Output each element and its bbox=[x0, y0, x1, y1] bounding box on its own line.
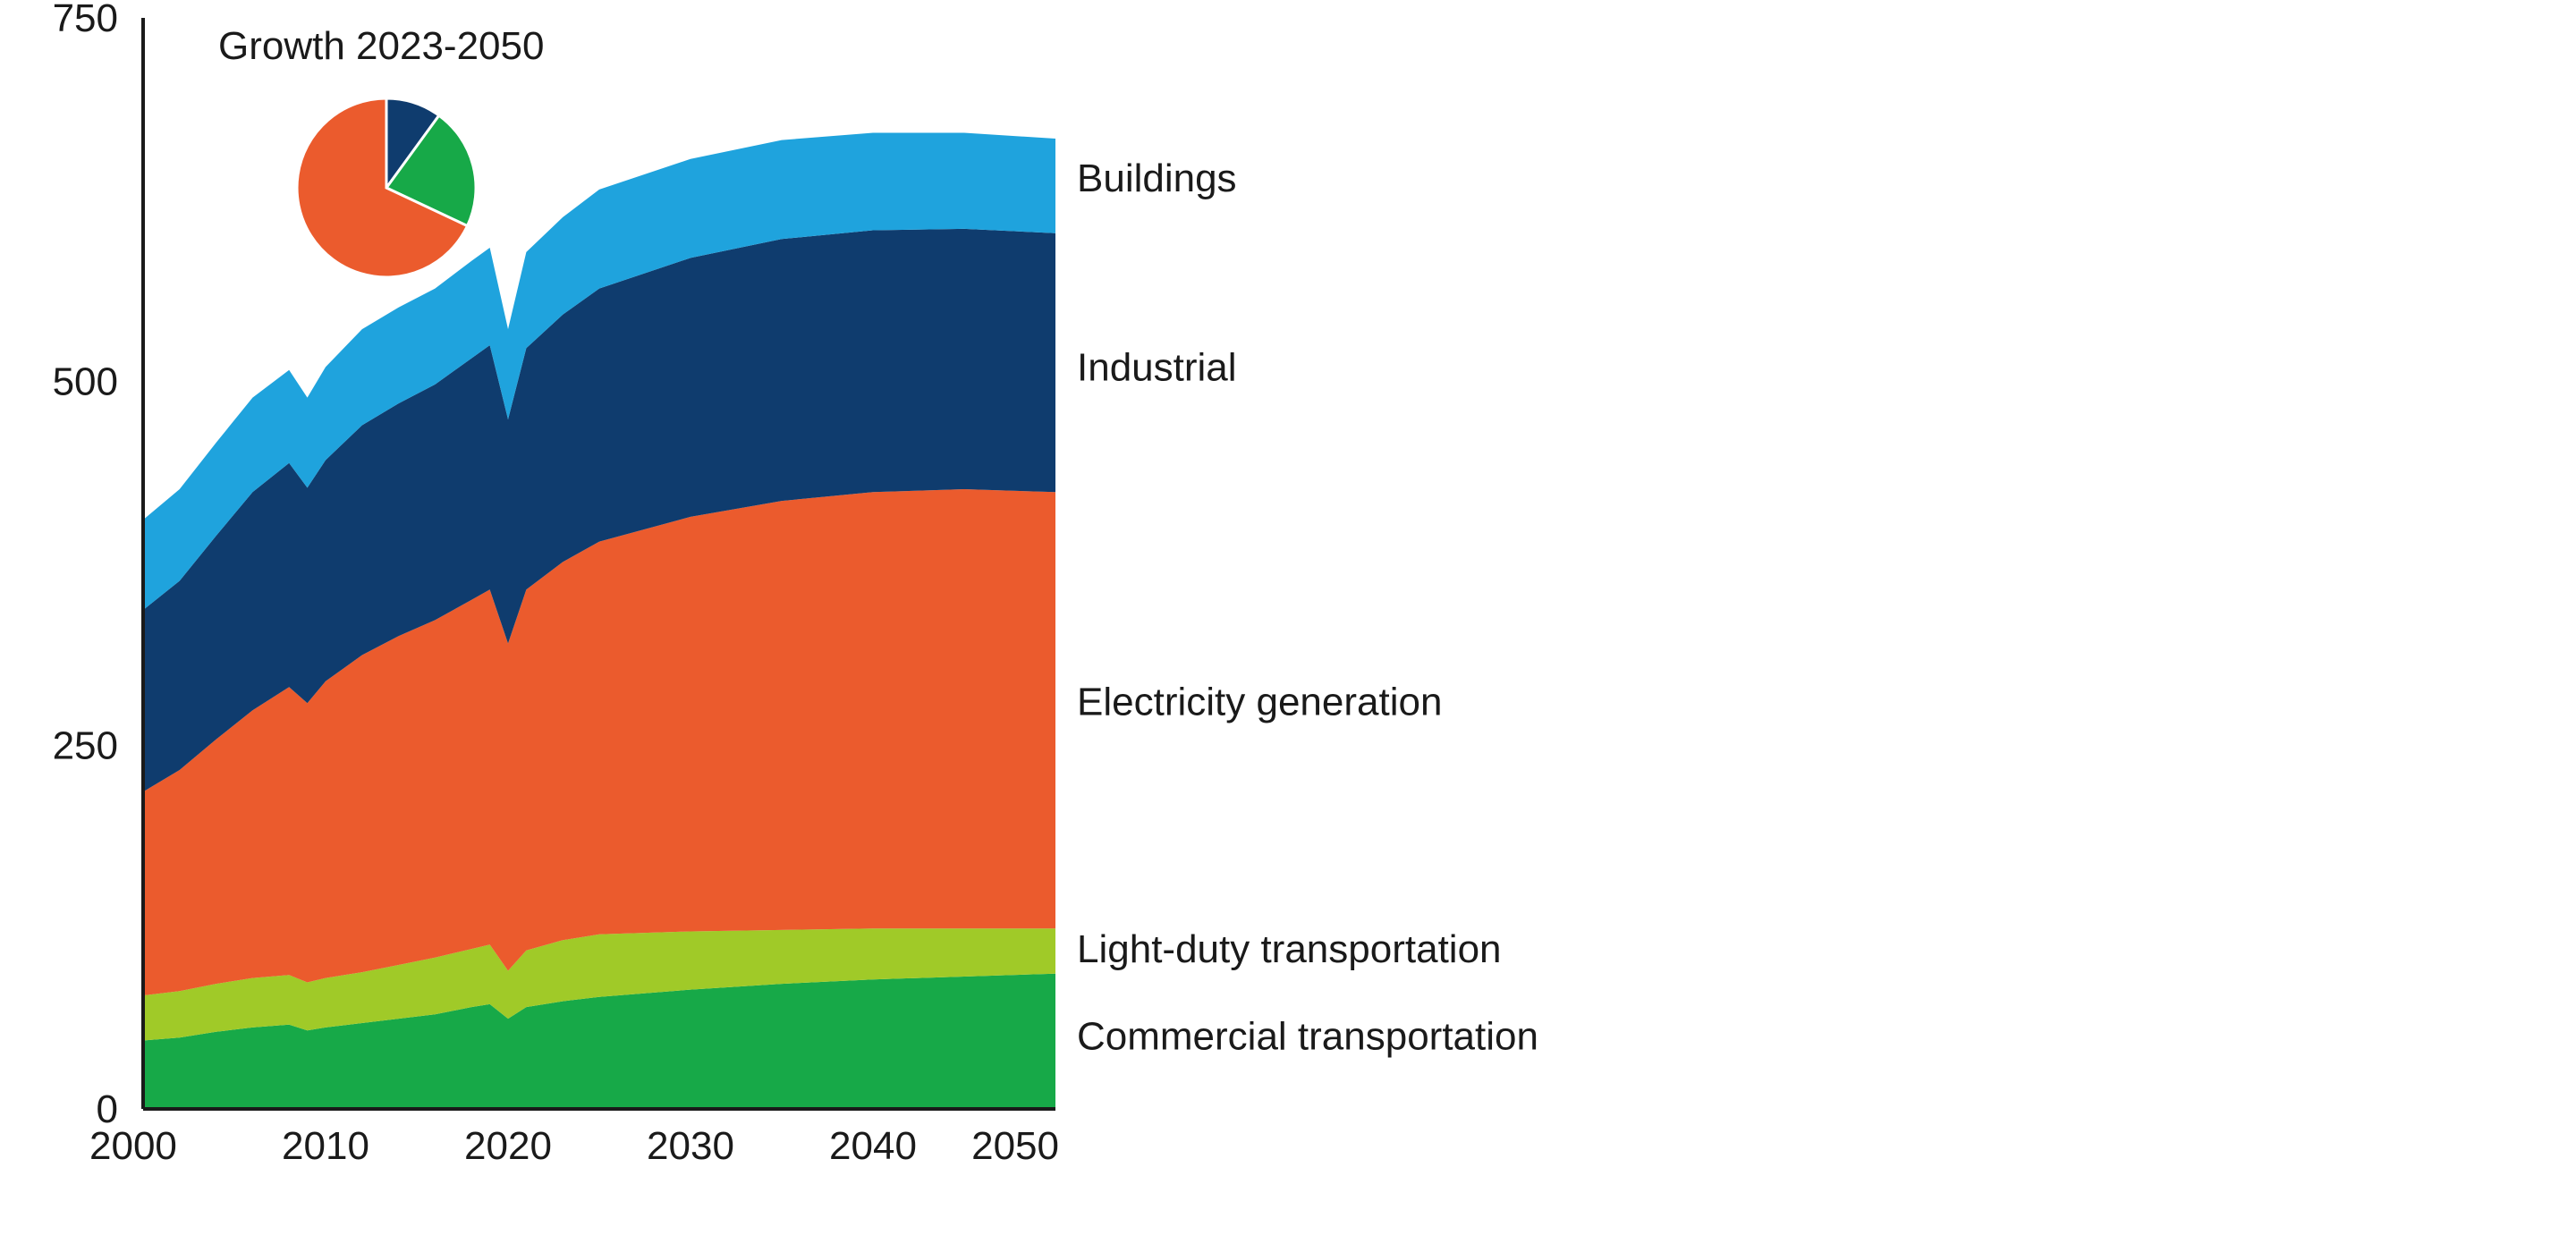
y-tick-label: 750 bbox=[53, 0, 118, 40]
x-tick-labels: 2000 2010 2020 2030 2040 2050 bbox=[89, 1124, 1059, 1168]
chart-svg: 0250500750 200020102020203020402050 Comm… bbox=[0, 0, 2576, 1252]
x-tick-label: 2050 bbox=[971, 1124, 1059, 1168]
growth-pie-chart: Growth 2023-2050 bbox=[218, 24, 544, 277]
series-label-light-duty-transportation: Light-duty transportation bbox=[1077, 927, 1502, 971]
y-tick-label: 250 bbox=[53, 723, 118, 767]
x-tick-label: 2000 bbox=[89, 1124, 177, 1168]
y-tick-labels: 0250500750 bbox=[53, 0, 118, 1131]
pie-title: Growth 2023-2050 bbox=[218, 24, 544, 68]
x-tick-label: 2020 bbox=[464, 1124, 552, 1168]
y-tick-label: 500 bbox=[53, 360, 118, 404]
series-label-commercial-transportation: Commercial transportation bbox=[1077, 1015, 1538, 1059]
series-label-electricity-generation: Electricity generation bbox=[1077, 681, 1442, 724]
x-tick-label: 2030 bbox=[647, 1124, 734, 1168]
stacked-areas bbox=[143, 133, 1055, 1110]
series-labels: Commercial transportation Light-duty tran… bbox=[1077, 156, 1538, 1059]
series-label-buildings: Buildings bbox=[1077, 156, 1237, 200]
x-tick-label: 2040 bbox=[829, 1124, 917, 1168]
series-label-industrial: Industrial bbox=[1077, 345, 1237, 389]
chart-container: 0250500750 200020102020203020402050 Comm… bbox=[0, 0, 2576, 1252]
x-tick-label: 2010 bbox=[282, 1124, 369, 1168]
